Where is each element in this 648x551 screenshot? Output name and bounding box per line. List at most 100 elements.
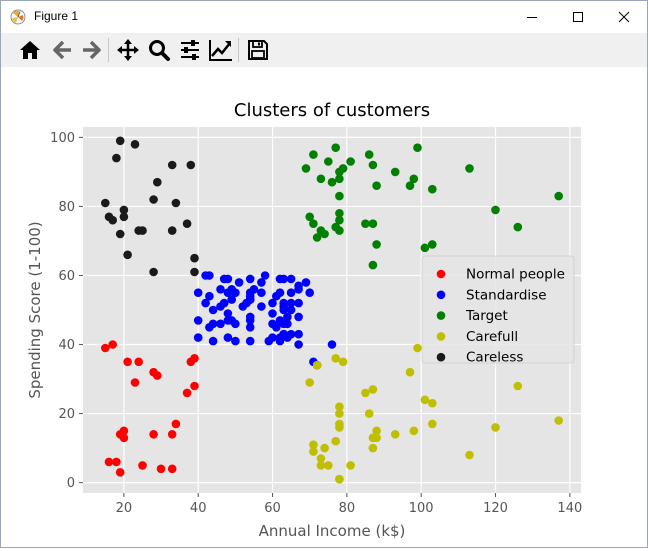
data-point — [420, 243, 430, 253]
close-icon — [618, 11, 630, 23]
data-point — [286, 288, 296, 297]
data-point — [190, 354, 199, 363]
data-point — [465, 164, 474, 173]
data-point — [372, 426, 381, 436]
toolbar-separator — [108, 38, 109, 62]
data-point — [338, 357, 348, 367]
data-point — [167, 160, 177, 170]
line-chart-icon — [209, 40, 232, 61]
data-point — [428, 240, 437, 249]
data-point — [268, 298, 277, 308]
data-point — [305, 378, 315, 387]
save-button[interactable] — [245, 37, 271, 63]
y-tick-labels: 0 20 40 60 80 100 — [50, 131, 75, 491]
legend-label: Normal people — [466, 267, 565, 283]
data-point — [320, 443, 329, 453]
zoom-button[interactable] — [146, 37, 172, 63]
data-point — [171, 198, 181, 208]
x-tick-label: 60 — [264, 501, 281, 516]
data-point — [428, 184, 437, 194]
window-edge — [642, 67, 647, 547]
data-point — [257, 302, 266, 311]
data-point — [491, 205, 500, 215]
data-point — [190, 381, 199, 391]
data-point — [283, 319, 292, 329]
data-point — [216, 285, 225, 294]
edit-axis-button[interactable] — [208, 37, 234, 63]
data-point — [279, 302, 289, 311]
data-point — [335, 474, 344, 484]
data-point — [312, 233, 322, 242]
data-point — [231, 336, 240, 346]
data-point — [294, 340, 303, 349]
data-point — [309, 447, 318, 456]
data-point — [294, 298, 303, 308]
data-point — [101, 198, 110, 208]
legend-box — [421, 255, 575, 364]
x-tick-label: 80 — [339, 501, 356, 516]
data-point — [335, 209, 344, 218]
data-point — [208, 319, 218, 329]
toolbar-separator — [238, 38, 239, 62]
data-point — [112, 457, 121, 467]
data-point — [364, 150, 374, 159]
home-button[interactable] — [17, 37, 43, 63]
data-point — [316, 174, 326, 184]
data-point — [223, 309, 233, 318]
data-point — [115, 468, 125, 477]
data-point — [119, 426, 129, 436]
minimize-button[interactable] — [509, 1, 555, 33]
data-point — [101, 343, 110, 353]
legend: Normal people Standardise Target Carefull Ca… — [421, 255, 575, 366]
matplotlib-logo-icon — [10, 9, 26, 25]
arrow-right-icon — [83, 40, 101, 60]
data-point — [346, 157, 355, 166]
data-point — [283, 312, 292, 322]
x-tick-label: 100 — [409, 501, 434, 516]
arrow-left-icon — [53, 40, 71, 60]
legend-label: Target — [465, 308, 508, 324]
data-point — [409, 174, 419, 184]
close-button[interactable] — [601, 1, 647, 33]
maximize-button[interactable] — [555, 1, 601, 33]
back-button[interactable] — [49, 37, 75, 63]
data-point — [361, 219, 370, 228]
tick-marks — [79, 136, 571, 497]
data-point — [372, 433, 381, 443]
data-point — [413, 143, 422, 152]
data-point — [138, 461, 147, 470]
data-point — [245, 323, 255, 332]
forward-button[interactable] — [79, 37, 105, 63]
data-point — [368, 219, 378, 228]
move-icon — [117, 39, 139, 61]
data-point — [409, 426, 419, 436]
data-point — [171, 419, 181, 429]
x-tick-label: 20 — [116, 501, 133, 516]
data-point — [305, 288, 315, 297]
minimize-icon — [527, 17, 537, 18]
data-point — [294, 312, 303, 322]
pan-button[interactable] — [115, 37, 141, 63]
data-point — [190, 267, 199, 277]
magnifier-icon — [149, 40, 170, 61]
title-bar[interactable]: Figure 1 — [1, 1, 647, 33]
data-point — [331, 354, 341, 363]
data-point — [182, 388, 192, 398]
data-point — [335, 191, 344, 201]
data-point — [108, 215, 117, 225]
data-point — [327, 177, 337, 187]
data-point — [268, 333, 277, 342]
configure-subplots-button[interactable] — [177, 37, 203, 63]
data-point — [301, 278, 311, 287]
data-point — [115, 136, 125, 146]
data-point — [186, 160, 196, 170]
data-point — [405, 181, 415, 190]
chart-title: Clusters of customers — [234, 100, 430, 121]
figure-canvas[interactable]: 20 40 60 80 100 120 140 0 20 40 60 80 100 Clusters … — [1, 67, 641, 547]
data-point — [130, 378, 140, 387]
data-point — [153, 177, 162, 187]
data-point — [216, 319, 225, 329]
data-point — [149, 430, 158, 439]
y-tick-label: 0 — [67, 476, 75, 491]
scatter-chart[interactable]: 20 40 60 80 100 120 140 0 20 40 60 80 100 Clusters … — [1, 67, 641, 547]
